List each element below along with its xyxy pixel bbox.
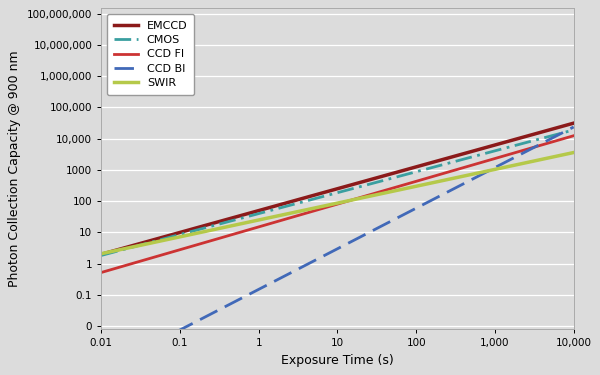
Line: CMOS: CMOS [101, 130, 574, 255]
CCD FI [328, 204, 335, 208]
CCD FI [570, 134, 577, 138]
CMOS [315, 195, 322, 200]
SWIR [315, 205, 322, 209]
CCD BI [98, 368, 105, 373]
X-axis label: Exposure Time (s): Exposure Time (s) [281, 354, 394, 367]
Line: SWIR: SWIR [101, 153, 574, 254]
EMCCD [122, 245, 129, 250]
CCD FI [556, 138, 563, 142]
EMCCD [328, 188, 335, 193]
Legend: EMCCD, CMOS, CCD FI, CCD BI, SWIR: EMCCD, CMOS, CCD FI, CCD BI, SWIR [107, 14, 194, 95]
SWIR [556, 153, 563, 158]
Line: CCD BI: CCD BI [101, 127, 574, 370]
CCD BI [315, 256, 322, 261]
CCD BI [470, 177, 477, 181]
CCD FI [470, 162, 477, 167]
EMCCD [315, 192, 322, 196]
EMCCD [470, 149, 477, 153]
Line: EMCCD: EMCCD [101, 123, 574, 254]
Line: CCD FI: CCD FI [101, 136, 574, 273]
SWIR [98, 251, 105, 256]
EMCCD [556, 125, 563, 129]
Y-axis label: Photon Collection Capacity @ 900 nm: Photon Collection Capacity @ 900 nm [8, 50, 22, 287]
CCD BI [556, 132, 563, 136]
SWIR [556, 153, 563, 158]
CCD BI [328, 250, 335, 254]
CMOS [470, 154, 477, 159]
EMCCD [556, 125, 563, 129]
CMOS [98, 253, 105, 258]
CCD BI [570, 125, 577, 129]
CMOS [556, 131, 563, 136]
CCD BI [556, 132, 563, 136]
CMOS [122, 247, 129, 251]
SWIR [328, 202, 335, 207]
CCD FI [556, 138, 563, 142]
CCD FI [98, 270, 105, 275]
CCD BI [122, 356, 129, 360]
EMCCD [570, 121, 577, 125]
CMOS [556, 131, 563, 136]
CMOS [570, 128, 577, 132]
CCD FI [122, 263, 129, 268]
SWIR [570, 150, 577, 155]
CCD FI [315, 207, 322, 212]
SWIR [470, 172, 477, 176]
SWIR [122, 246, 129, 251]
EMCCD [98, 252, 105, 257]
CMOS [328, 192, 335, 196]
